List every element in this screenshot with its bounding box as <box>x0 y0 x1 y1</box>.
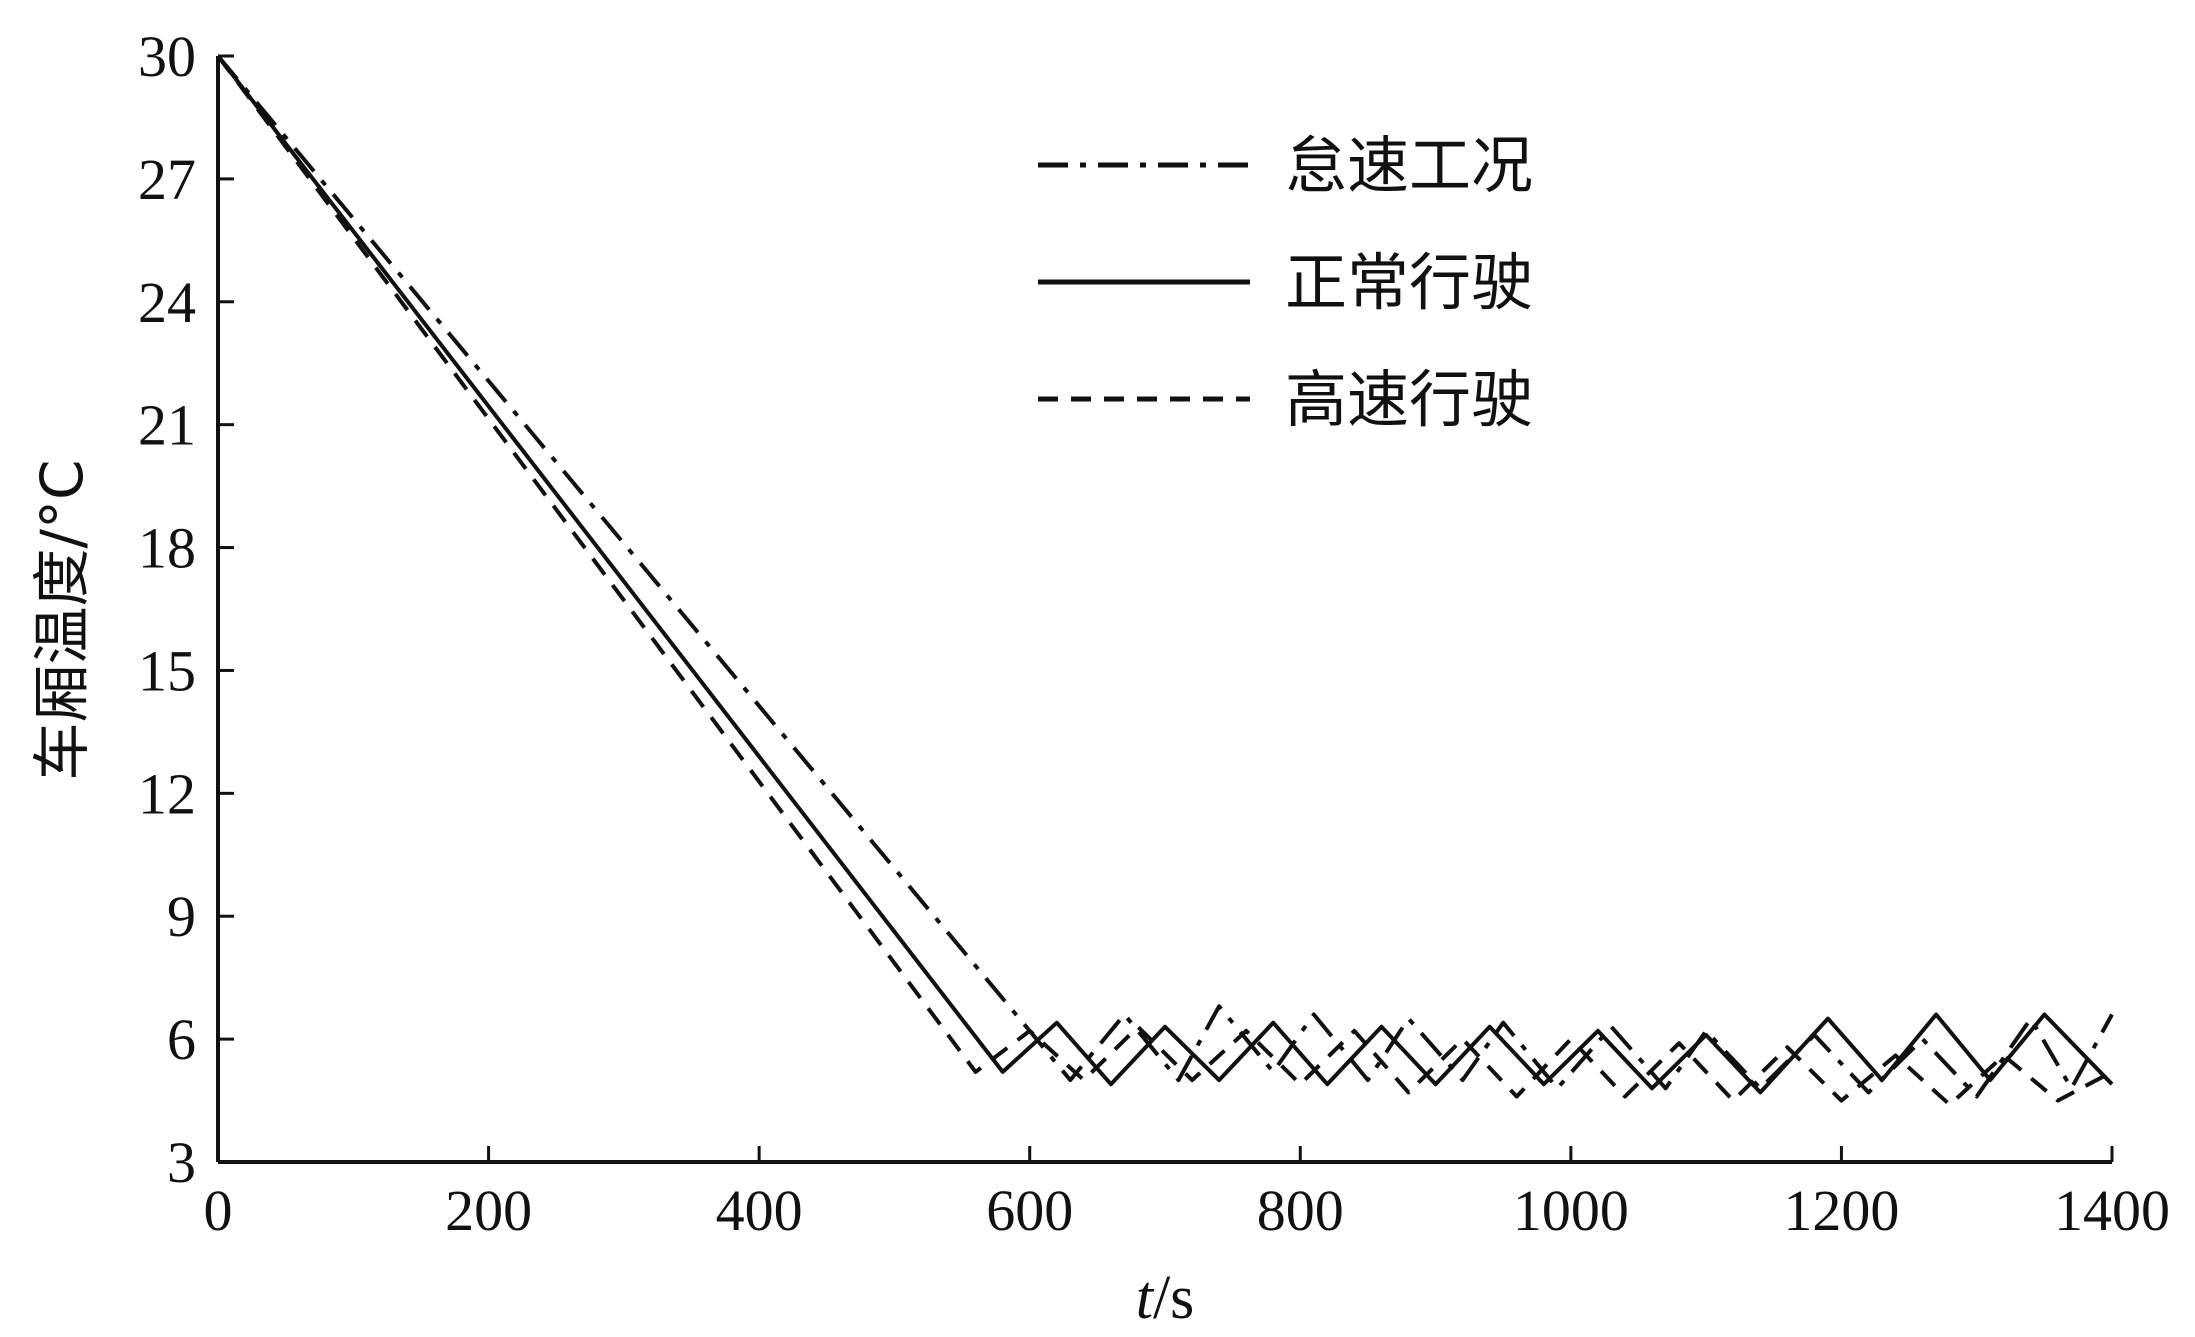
series-lines <box>216 54 2114 1107</box>
y-tick-label: 24 <box>138 270 196 335</box>
legend-label-2: 正常行驶 <box>1285 246 1533 319</box>
axes <box>216 56 2112 1164</box>
legend-label-1: 怠速工况 <box>1285 129 1533 202</box>
series-line-3 <box>216 54 2113 1107</box>
x-tick-label: 200 <box>445 1178 532 1243</box>
x-ticks: 0 200 400 600 800 1000 1200 1400 <box>204 1146 2170 1243</box>
y-tick-label: 30 <box>138 24 196 89</box>
y-tick-label: 9 <box>167 884 196 949</box>
x-tick-label: 800 <box>1257 1178 1344 1243</box>
y-axis-title: 车厢温度/°C <box>28 459 96 780</box>
x-tick-label: 600 <box>986 1178 1073 1243</box>
x-tick-label: 0 <box>204 1178 233 1243</box>
y-tick-label: 21 <box>138 393 196 458</box>
x-axis-title: t/s <box>1136 1264 1195 1332</box>
y-tick-label: 15 <box>138 638 196 703</box>
y-tick-label: 18 <box>138 516 196 581</box>
x-tick-label: 1400 <box>2054 1178 2170 1243</box>
series-line-1 <box>216 54 2114 1099</box>
y-tick-label: 12 <box>138 761 196 826</box>
y-tick-label: 3 <box>167 1130 196 1195</box>
x-tick-label: 400 <box>716 1178 803 1243</box>
series-line-2 <box>216 54 2114 1095</box>
y-tick-label: 6 <box>167 1007 196 1072</box>
y-ticks: 3 6 9 12 15 18 21 24 27 30 <box>138 24 234 1195</box>
legend-label-3: 高速行驶 <box>1285 363 1533 436</box>
x-tick-label: 1200 <box>1783 1178 1899 1243</box>
x-tick-label: 1000 <box>1513 1178 1629 1243</box>
x-axis-title-unit: /s <box>1153 1264 1194 1332</box>
y-tick-label: 27 <box>138 147 196 212</box>
x-axis-title-italic: t <box>1136 1264 1155 1332</box>
